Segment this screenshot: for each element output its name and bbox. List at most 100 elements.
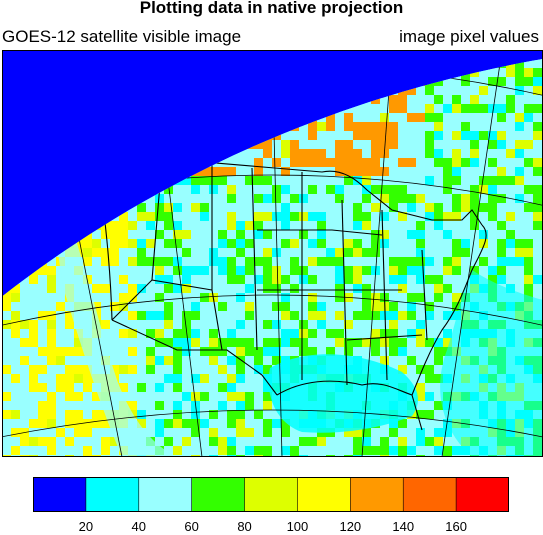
pixel-cell <box>488 176 497 185</box>
pixel-cell <box>497 113 506 122</box>
pixel-cell <box>38 338 47 347</box>
pixel-cell <box>461 176 470 185</box>
pixel-cell <box>47 275 56 284</box>
pixel-cell <box>497 86 506 95</box>
colorbar-box <box>33 477 87 512</box>
pixel-cell <box>182 437 191 446</box>
pixel-cell <box>290 239 299 248</box>
pixel-cell <box>506 266 515 275</box>
pixel-cell <box>362 203 371 212</box>
pixel-cell <box>227 455 236 457</box>
pixel-cell <box>164 203 173 212</box>
pixel-cell <box>110 257 119 266</box>
pixel-cell <box>452 212 461 221</box>
pixel-cell <box>11 347 20 356</box>
pixel-cell <box>227 302 236 311</box>
pixel-cell <box>38 428 47 437</box>
pixel-cell <box>470 86 479 95</box>
pixel-cell <box>119 230 128 239</box>
pixel-cell <box>263 446 272 455</box>
pixel-cell <box>56 365 65 374</box>
pixel-cell <box>389 203 398 212</box>
pixel-cell <box>299 176 308 185</box>
pixel-cell <box>200 212 209 221</box>
pixel-cell <box>11 338 20 347</box>
pixel-cell <box>398 212 407 221</box>
pixel-cell <box>443 77 452 86</box>
pixel-cell <box>488 185 497 194</box>
pixel-cell <box>128 374 137 383</box>
pixel-cell <box>218 410 227 419</box>
pixel-cell <box>227 428 236 437</box>
pixel-cell <box>38 266 47 275</box>
pixel-cell <box>119 311 128 320</box>
pixel-cell <box>335 176 344 185</box>
pixel-cell <box>245 275 254 284</box>
pixel-cell <box>416 113 425 122</box>
pixel-cell <box>254 176 263 185</box>
pixel-cell <box>200 329 209 338</box>
pixel-cell <box>236 302 245 311</box>
pixel-cell <box>407 248 416 257</box>
pixel-cell <box>11 392 20 401</box>
pixel-cell <box>128 365 137 374</box>
pixel-cell <box>281 239 290 248</box>
pixel-cell <box>353 248 362 257</box>
pixel-cell <box>164 356 173 365</box>
pixel-cell <box>164 284 173 293</box>
pixel-cell <box>515 158 524 167</box>
pixel-cell <box>326 149 335 158</box>
pixel-cell <box>461 77 470 86</box>
pixel-cell <box>326 329 335 338</box>
pixel-cell <box>281 248 290 257</box>
pixel-cell <box>362 131 371 140</box>
pixel-cell <box>524 167 533 176</box>
pixel-cell <box>155 230 164 239</box>
pixel-cell <box>398 329 407 338</box>
pixel-cell <box>380 194 389 203</box>
pixel-cell <box>425 167 434 176</box>
pixel-cell <box>533 140 542 149</box>
pixel-cell <box>83 383 92 392</box>
pixel-cell <box>164 302 173 311</box>
pixel-cell <box>353 257 362 266</box>
pixel-cell <box>2 338 11 347</box>
pixel-cell <box>164 329 173 338</box>
pixel-cell <box>20 365 29 374</box>
pixel-cell <box>434 95 443 104</box>
pixel-cell <box>218 311 227 320</box>
pixel-cell <box>272 257 281 266</box>
pixel-cell <box>254 320 263 329</box>
pixel-cell <box>74 383 83 392</box>
pixel-cell <box>533 248 542 257</box>
pixel-cell <box>308 248 317 257</box>
pixel-cell <box>263 437 272 446</box>
pixel-cell <box>245 374 254 383</box>
pixel-cell <box>146 194 155 203</box>
pixel-cell <box>38 455 47 457</box>
pixel-cell <box>461 221 470 230</box>
pixel-cell <box>317 140 326 149</box>
pixel-cell <box>533 68 542 77</box>
pixel-cell <box>326 248 335 257</box>
pixel-cell <box>524 86 533 95</box>
pixel-cell <box>515 122 524 131</box>
pixel-cell <box>434 140 443 149</box>
pixel-cell <box>344 446 353 455</box>
pixel-cell <box>488 275 497 284</box>
pixel-cell <box>227 311 236 320</box>
pixel-cell <box>497 149 506 158</box>
pixel-cell <box>218 248 227 257</box>
pixel-cell <box>2 374 11 383</box>
pixel-cell <box>425 122 434 131</box>
pixel-cell <box>488 95 497 104</box>
pixel-cell <box>155 437 164 446</box>
pixel-cell <box>389 338 398 347</box>
pixel-cell <box>272 311 281 320</box>
pixel-cell <box>182 428 191 437</box>
pixel-cell <box>47 257 56 266</box>
pixel-cell <box>416 446 425 455</box>
pixel-cell <box>191 374 200 383</box>
pixel-cell <box>272 320 281 329</box>
pixel-cell <box>425 374 434 383</box>
